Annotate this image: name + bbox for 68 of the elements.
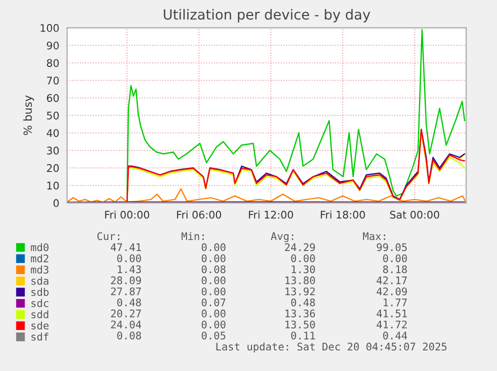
text: 20.27 bbox=[111, 310, 141, 318]
text: 1.30 bbox=[292, 265, 315, 274]
text: 0.48 bbox=[117, 298, 141, 306]
text: 0.00 bbox=[202, 254, 226, 262]
text: 1.43 bbox=[118, 265, 141, 274]
text: 24.29 bbox=[285, 243, 315, 252]
text: Cur: bbox=[97, 232, 120, 240]
text: 41.51 bbox=[376, 310, 407, 318]
y-tick-label: 50 bbox=[47, 112, 59, 120]
text: 0.44 bbox=[383, 332, 408, 340]
text: 47.41 bbox=[110, 243, 141, 252]
y-tick-label: 10 bbox=[47, 182, 59, 190]
x-tick-label: Fri 12:00 bbox=[248, 210, 294, 219]
text: 13.36 bbox=[285, 310, 315, 318]
text: 0.00 bbox=[117, 254, 141, 262]
text: 0.00 bbox=[202, 276, 226, 284]
legend-label: sdf bbox=[31, 332, 48, 341]
y-tick-label: 20 bbox=[46, 164, 59, 172]
y-tick-label: 40 bbox=[46, 129, 59, 137]
text: 0.00 bbox=[202, 243, 226, 252]
legend-label: sde bbox=[31, 321, 49, 330]
text: 99.05 bbox=[376, 243, 407, 252]
y-tick-label: 100 bbox=[40, 24, 59, 32]
y-tick-label: 70 bbox=[47, 76, 59, 84]
x-tick-label: Fri 06:00 bbox=[177, 210, 222, 219]
y-tick-label: 80 bbox=[46, 59, 59, 67]
text: Last update: Sat Dec 20 04:45:07 2025 bbox=[216, 342, 446, 353]
text: 28.09 bbox=[111, 276, 141, 284]
text: 0.00 bbox=[383, 254, 407, 262]
legend-label: md0 bbox=[30, 243, 49, 252]
text: 0.00 bbox=[202, 320, 226, 328]
text: 24.04 bbox=[111, 320, 142, 328]
text: 0.11 bbox=[291, 332, 315, 340]
text: 0.00 bbox=[202, 287, 226, 296]
text: 13.80 bbox=[285, 276, 315, 284]
text: Min: bbox=[182, 232, 204, 240]
legend-label: sdb bbox=[31, 288, 49, 296]
legend-label: sdc bbox=[31, 299, 48, 308]
text: Max: bbox=[363, 232, 386, 240]
text: 42.17 bbox=[376, 276, 407, 284]
x-tick-label: Fri 18:00 bbox=[320, 210, 365, 219]
text: 0.00 bbox=[202, 310, 226, 318]
x-tick-label: Sat 00:00 bbox=[390, 210, 440, 219]
text: 0.07 bbox=[202, 298, 226, 306]
text: 41.72 bbox=[376, 320, 407, 328]
legend-label: sdd bbox=[31, 310, 48, 318]
text: 8.18 bbox=[383, 265, 407, 274]
legend-label: md2 bbox=[30, 254, 48, 262]
y-tick-label: 90 bbox=[46, 42, 59, 50]
y-axis-title: % busy bbox=[23, 95, 34, 136]
x-tick-label: Fri 00:00 bbox=[105, 210, 150, 219]
text: 0.08 bbox=[117, 332, 141, 340]
text: 42.09 bbox=[376, 287, 407, 296]
chart-title: Utilization per device - by day bbox=[164, 8, 370, 22]
y-tick-label: 30 bbox=[46, 146, 59, 155]
text: 0.05 bbox=[202, 332, 226, 340]
y-tick-label: 0 bbox=[54, 199, 59, 208]
legend-label: sda bbox=[31, 276, 48, 285]
text: 13.92 bbox=[285, 287, 315, 296]
y-tick-label: 60 bbox=[46, 94, 59, 102]
text: 0.48 bbox=[291, 298, 315, 306]
text: 27.87 bbox=[111, 287, 141, 296]
text: 13.50 bbox=[285, 320, 315, 328]
text: Avg: bbox=[270, 232, 294, 242]
text: 0.08 bbox=[202, 265, 226, 274]
text: 0.00 bbox=[291, 254, 315, 262]
legend-label: md3 bbox=[30, 266, 48, 274]
text: 1.77 bbox=[384, 298, 407, 306]
